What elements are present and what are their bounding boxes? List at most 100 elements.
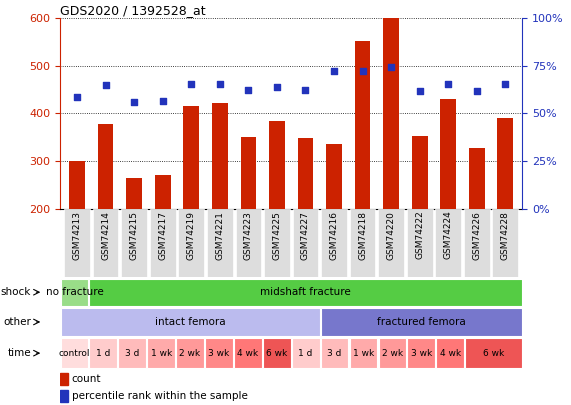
Text: intact femora: intact femora	[155, 317, 226, 327]
Bar	[205, 338, 233, 368]
Bar	[321, 209, 347, 277]
Bar	[212, 103, 228, 209]
Bar	[464, 209, 490, 277]
Bar	[60, 373, 69, 386]
Bar	[436, 338, 464, 368]
Text: GSM74223: GSM74223	[244, 211, 253, 260]
Bar	[176, 338, 204, 368]
Bar	[355, 41, 371, 209]
Bar	[379, 209, 404, 277]
Text: time: time	[7, 348, 31, 358]
Text: GSM74216: GSM74216	[329, 211, 339, 260]
Point	[415, 87, 424, 94]
Bar	[440, 99, 456, 209]
Bar	[383, 18, 399, 209]
Text: other: other	[3, 317, 31, 327]
Text: 1 wk: 1 wk	[151, 349, 172, 358]
Text: 4 wk: 4 wk	[238, 349, 259, 358]
Text: GSM74217: GSM74217	[158, 211, 167, 260]
Text: count: count	[71, 374, 101, 384]
Bar	[61, 308, 320, 336]
Bar	[293, 209, 319, 277]
Text: 3 d: 3 d	[327, 349, 342, 358]
Text: shock: shock	[1, 287, 31, 297]
Text: GSM74222: GSM74222	[415, 211, 424, 259]
Bar	[497, 118, 513, 209]
Text: 1 d: 1 d	[96, 349, 111, 358]
Point	[215, 81, 224, 87]
Text: GSM74224: GSM74224	[444, 211, 453, 259]
Bar	[69, 161, 85, 209]
Bar	[155, 175, 171, 209]
Point	[358, 67, 367, 74]
Text: GSM74221: GSM74221	[215, 211, 224, 260]
Bar	[465, 338, 522, 368]
Bar	[61, 338, 89, 368]
Text: percentile rank within the sample: percentile rank within the sample	[71, 391, 247, 401]
Bar	[349, 338, 377, 368]
Point	[387, 64, 396, 70]
Bar	[61, 279, 89, 306]
Point	[329, 67, 339, 74]
Bar	[98, 124, 114, 209]
Text: GSM74226: GSM74226	[472, 211, 481, 260]
Text: GSM74218: GSM74218	[358, 211, 367, 260]
Bar	[321, 308, 522, 336]
Bar	[147, 338, 175, 368]
Bar	[60, 390, 69, 402]
Bar	[183, 106, 199, 209]
Text: midshaft fracture: midshaft fracture	[260, 287, 351, 297]
Bar	[178, 209, 204, 277]
Point	[244, 86, 253, 93]
Text: GSM74225: GSM74225	[272, 211, 282, 260]
Bar	[93, 209, 119, 277]
Bar	[493, 209, 518, 277]
Text: 3 wk: 3 wk	[411, 349, 432, 358]
Point	[272, 84, 282, 90]
Bar	[379, 338, 406, 368]
Point	[158, 97, 167, 104]
Bar	[297, 138, 313, 209]
Text: GSM74213: GSM74213	[73, 211, 82, 260]
Bar	[65, 209, 90, 277]
Bar	[350, 209, 376, 277]
Point	[187, 81, 196, 87]
Text: GSM74219: GSM74219	[187, 211, 196, 260]
Text: GSM74228: GSM74228	[501, 211, 510, 260]
Point	[101, 82, 110, 88]
Text: 3 d: 3 d	[125, 349, 139, 358]
Bar	[321, 338, 348, 368]
Text: 1 wk: 1 wk	[353, 349, 374, 358]
Point	[501, 81, 510, 87]
Text: 2 wk: 2 wk	[179, 349, 200, 358]
Bar	[292, 338, 320, 368]
Point	[472, 88, 481, 94]
Text: GSM74215: GSM74215	[130, 211, 139, 260]
Text: GSM74220: GSM74220	[387, 211, 396, 260]
Point	[73, 94, 82, 100]
Bar	[126, 178, 142, 209]
Text: 4 wk: 4 wk	[440, 349, 461, 358]
Text: fractured femora: fractured femora	[377, 317, 466, 327]
Bar	[436, 209, 461, 277]
Text: GSM74214: GSM74214	[101, 211, 110, 260]
Bar	[412, 136, 428, 209]
Bar	[407, 209, 433, 277]
Bar	[90, 338, 117, 368]
Text: no fracture: no fracture	[46, 287, 103, 297]
Bar	[469, 148, 485, 209]
Bar	[234, 338, 262, 368]
Bar	[326, 144, 342, 209]
Bar	[236, 209, 262, 277]
Text: 1 d: 1 d	[299, 349, 313, 358]
Text: GDS2020 / 1392528_at: GDS2020 / 1392528_at	[60, 4, 206, 17]
Point	[444, 81, 453, 87]
Point	[130, 98, 139, 105]
Bar	[240, 137, 256, 209]
Bar	[122, 209, 147, 277]
Text: 2 wk: 2 wk	[382, 349, 403, 358]
Bar	[263, 338, 291, 368]
Text: 6 wk: 6 wk	[266, 349, 287, 358]
Text: control: control	[59, 349, 90, 358]
Text: 3 wk: 3 wk	[208, 349, 230, 358]
